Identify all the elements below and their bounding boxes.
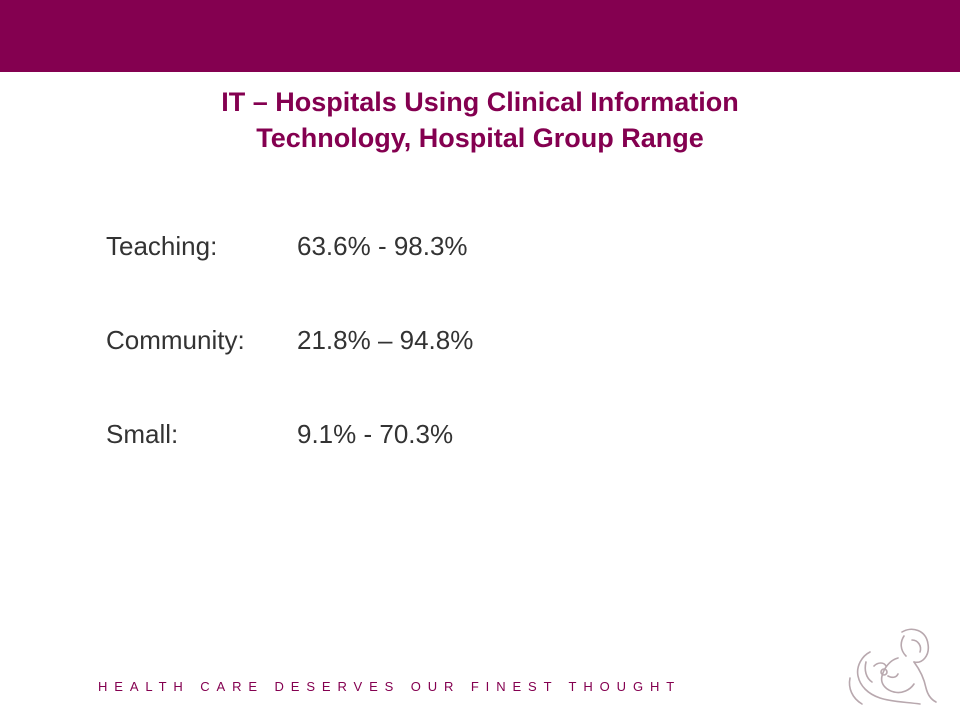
range-label: Teaching: [106,230,218,261]
range-list: Teaching: 63.6% - 98.3% Community: 21.8%… [106,222,473,504]
slide-title-line-1: IT – Hospitals Using Clinical Informatio… [221,87,739,117]
slide-title: IT – Hospitals Using Clinical Informatio… [0,84,960,156]
range-value: 21.8% – 94.8% [297,324,474,355]
range-row-teaching: Teaching: 63.6% - 98.3% [106,222,473,270]
range-label: Community: [106,324,245,355]
header-band [0,0,960,72]
footer-tagline: HEALTH CARE DESERVES OUR FINEST THOUGHT [98,679,682,694]
range-value: 63.6% - 98.3% [297,230,468,261]
range-row-community: Community: 21.8% – 94.8% [106,316,473,364]
range-value: 9.1% - 70.3% [297,418,454,449]
range-label: Small: [106,418,179,449]
range-row-small: Small: 9.1% - 70.3% [106,410,473,458]
mother-and-child-line-art-icon [848,628,937,705]
slide-title-line-2: Technology, Hospital Group Range [256,123,704,153]
